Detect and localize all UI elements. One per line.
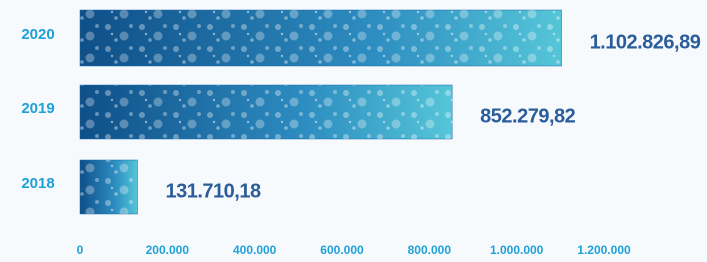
value-label: 131.710,18 <box>166 180 261 202</box>
x-tick-label: 200.000 <box>146 243 190 257</box>
x-tick-label: 0 <box>77 243 84 257</box>
x-tick-label: 600.000 <box>320 243 364 257</box>
value-label: 852.279,82 <box>480 105 575 127</box>
category-label: 2019 <box>21 100 54 117</box>
category-label: 2018 <box>21 175 54 192</box>
bar <box>80 85 452 139</box>
value-label: 1.102.826,89 <box>590 31 701 53</box>
x-tick-label: 400.000 <box>233 243 277 257</box>
x-tick-label: 1.000.000 <box>490 243 544 257</box>
x-tick-label: 1.200.000 <box>577 243 631 257</box>
category-label: 2020 <box>21 26 54 43</box>
bar <box>80 160 138 214</box>
chart: 0 200.000 400.000 600.000 800.000 1.000.000 1.… <box>0 0 707 262</box>
x-tick-label: 800.000 <box>408 243 452 257</box>
bar <box>80 10 562 66</box>
